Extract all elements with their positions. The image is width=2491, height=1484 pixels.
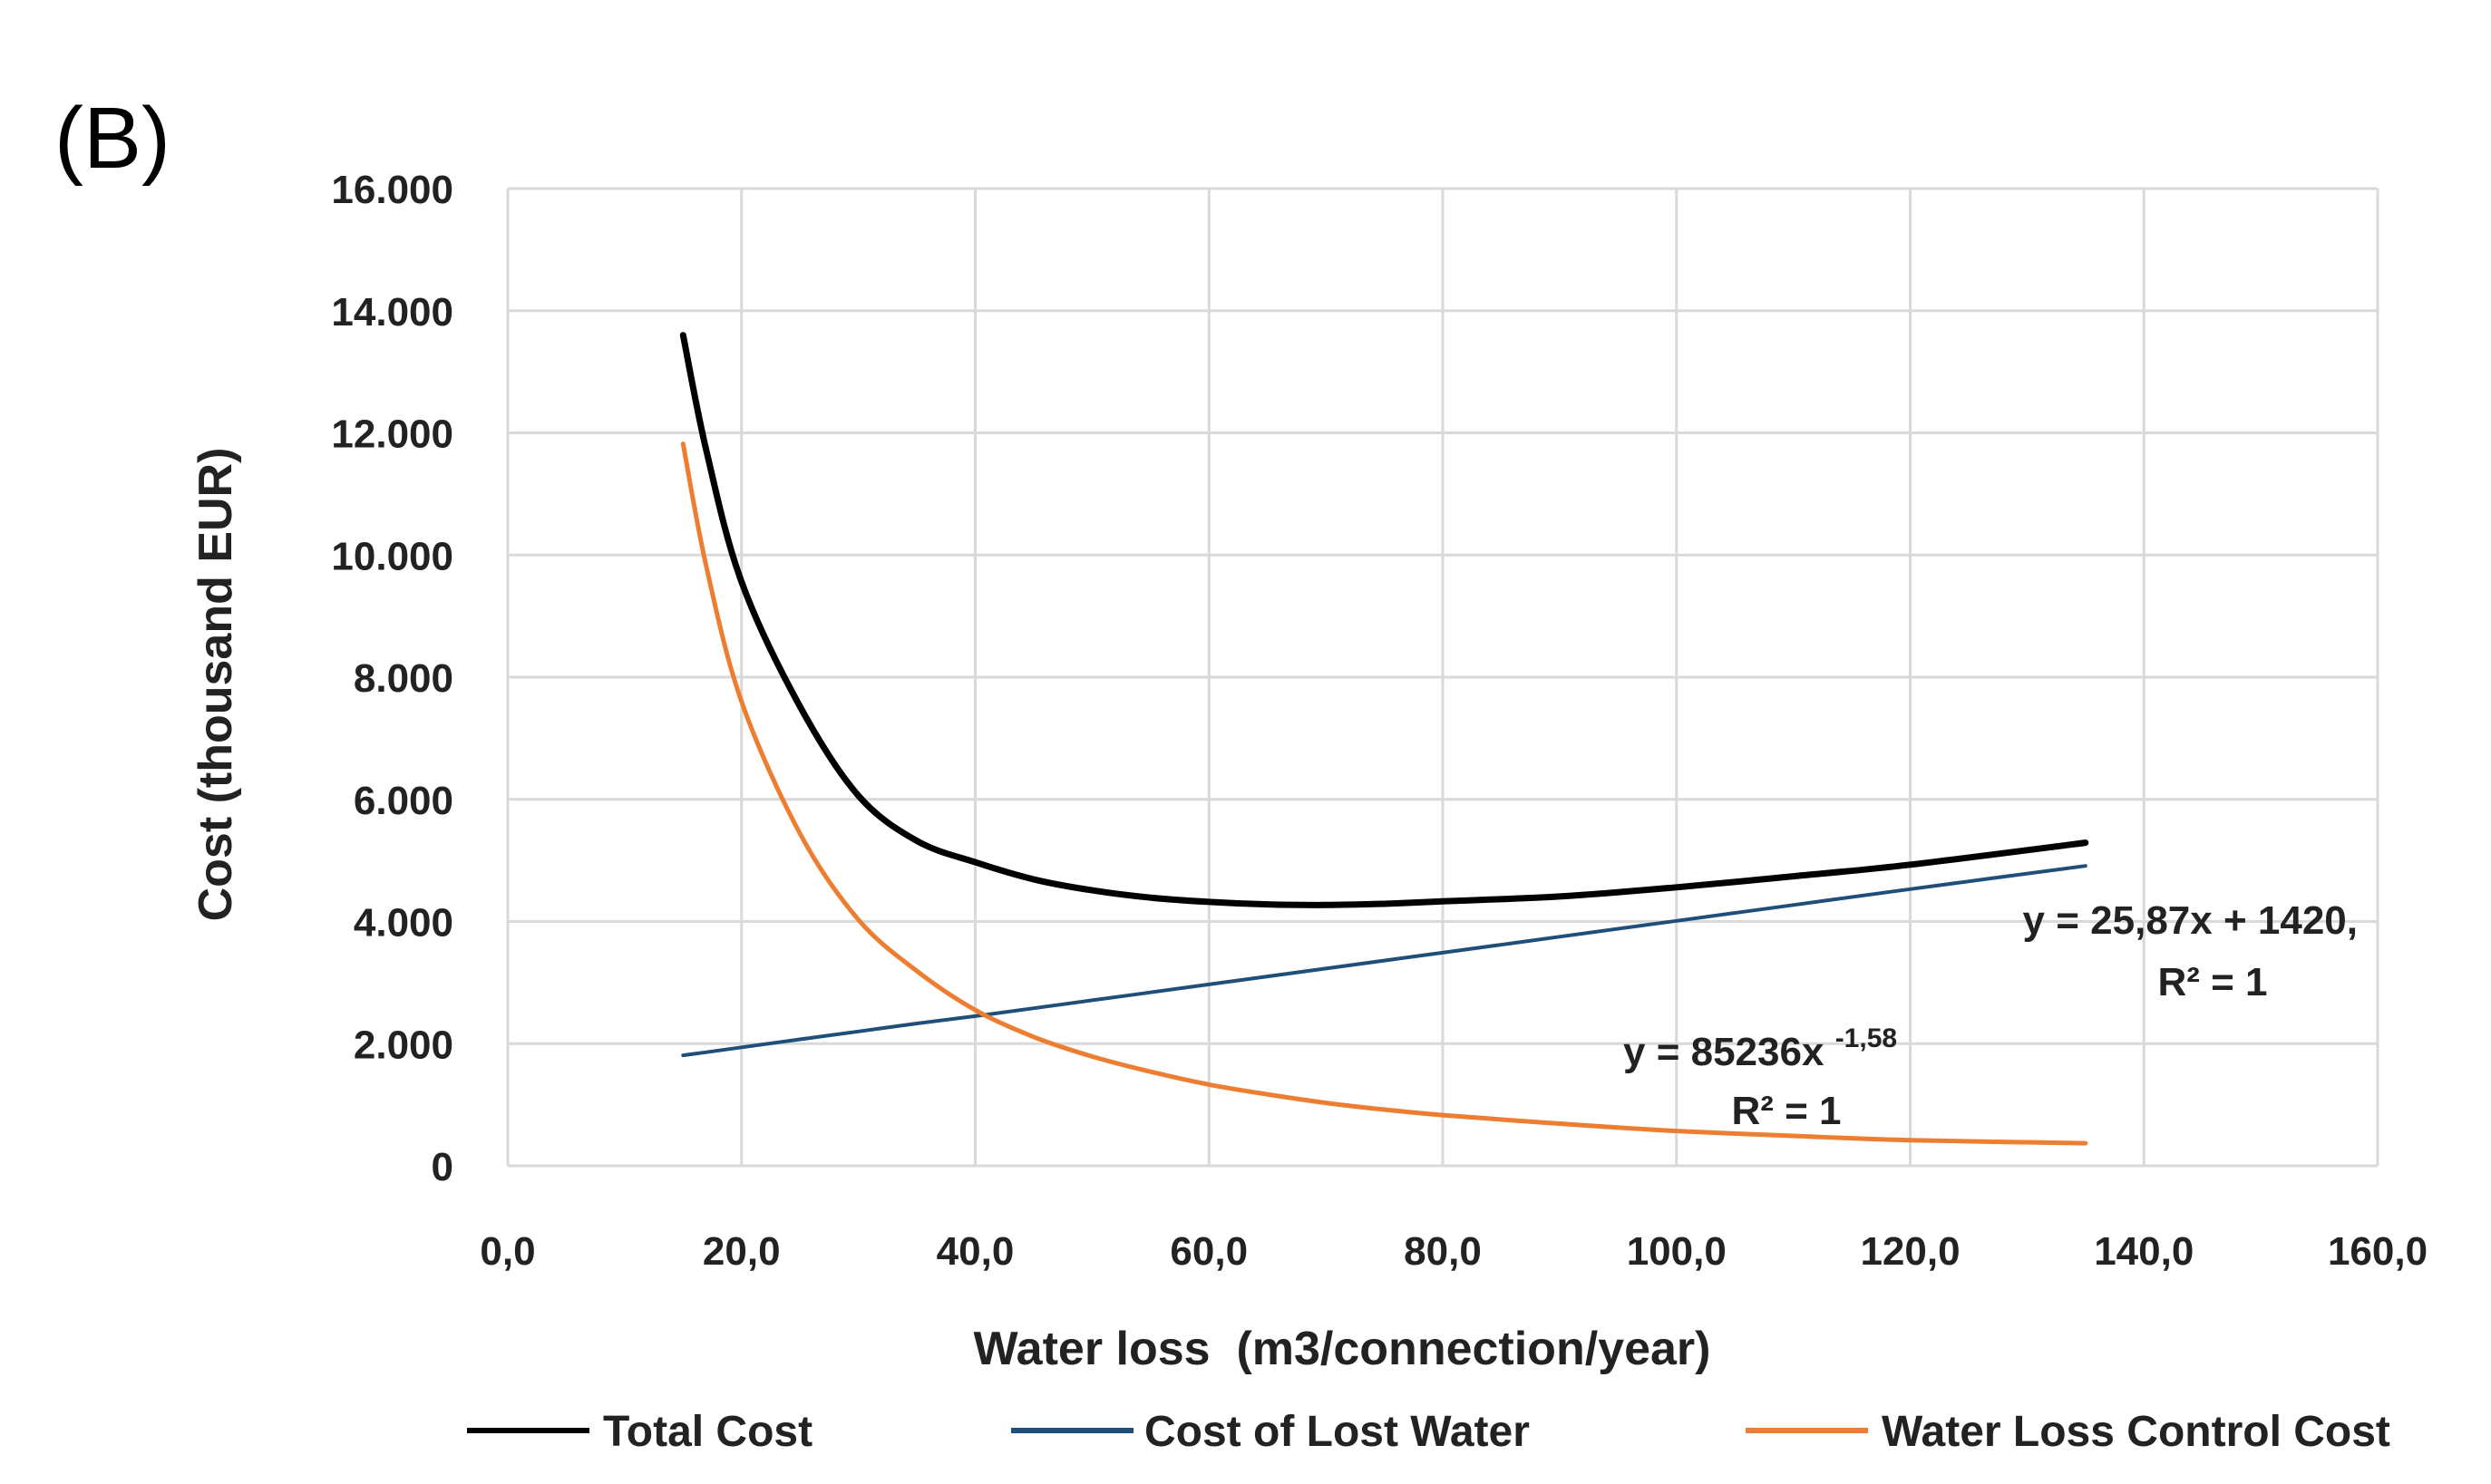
- x-tick-labels: 0,0 20,0 40,0 60,0 80,0 100,0 120,0 140,0 160,0: [480, 1229, 2428, 1274]
- legend: Total Cost Cost of Lost Water Water Loss…: [467, 1408, 2390, 1456]
- power-equation-exponent: -1,58: [1835, 1023, 1897, 1053]
- x-tick-label: 100,0: [1627, 1229, 1727, 1274]
- x-tick-label: 120,0: [1860, 1229, 1960, 1274]
- x-tick-label: 0,0: [480, 1229, 535, 1274]
- y-tick-label: 8.000: [354, 656, 453, 701]
- x-tick-label: 160,0: [2328, 1229, 2428, 1274]
- linear-equation: y = 25,87x + 1420,: [2023, 898, 2358, 943]
- y-tick-label: 2.000: [354, 1023, 453, 1067]
- legend-label-control: Water Loss Control Cost: [1882, 1408, 2390, 1456]
- legend-label-lost-water: Cost of Lost Water: [1144, 1408, 1530, 1456]
- y-tick-label: 4.000: [354, 901, 453, 946]
- linear-r-squared: R² = 1: [2157, 960, 2267, 1004]
- y-tick-label: 16.000: [331, 168, 453, 212]
- x-tick-label: 60,0: [1170, 1229, 1248, 1274]
- x-axis-title: Water loss (m3/connection/year): [974, 1323, 1711, 1375]
- series-lines: [679, 332, 2089, 1146]
- power-equation-base: y = 85236x: [1623, 1030, 1824, 1074]
- panel-label: (B): [54, 90, 170, 187]
- x-tick-label: 80,0: [1404, 1229, 1482, 1274]
- series-line-control: [680, 441, 2088, 1146]
- x-tick-label: 20,0: [703, 1229, 781, 1274]
- y-tick-labels: 0 2.000 4.000 6.000 8.000 10.000 12.000 14.000 1…: [331, 168, 453, 1189]
- y-tick-label: 14.000: [331, 290, 453, 335]
- legend-label-total: Total Cost: [603, 1408, 812, 1456]
- series-line-total: [679, 332, 2089, 908]
- series-line-lost-water: [681, 864, 2087, 1058]
- y-tick-label: 12.000: [331, 412, 453, 457]
- x-tick-label: 140,0: [2094, 1229, 2194, 1274]
- x-tick-label: 40,0: [937, 1229, 1015, 1274]
- x-gridlines: [506, 189, 2379, 1166]
- y-tick-label: 10.000: [331, 534, 453, 578]
- power-r-squared: R² = 1: [1731, 1089, 1841, 1133]
- y-tick-label: 0: [432, 1145, 453, 1189]
- y-axis-title: Cost (thousand EUR): [190, 448, 242, 922]
- y-tick-label: 6.000: [354, 779, 453, 823]
- power-equation: y = 85236x -1,58: [1623, 1023, 1897, 1074]
